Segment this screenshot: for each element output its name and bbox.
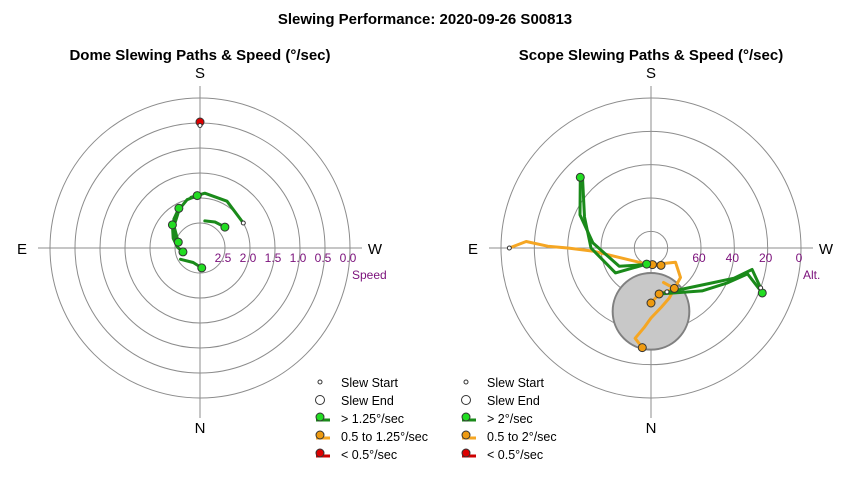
radial-tick-label: 2.5 (215, 251, 232, 265)
legend-label-end: Slew End (487, 394, 540, 408)
scope-axes (489, 86, 813, 418)
dome-ticks: 0.0 0.5 1.0 1.5 2.0 2.5 (215, 251, 357, 265)
slew-end-marker (178, 247, 188, 257)
dome-compass-top: S (195, 65, 205, 82)
dome-compass-right: W (368, 241, 383, 258)
scope-panel: Scope Slewing Paths & Speed (°/sec) S N … (461, 47, 834, 462)
slew-path-fast (657, 268, 763, 296)
dome-paths (170, 120, 245, 270)
radial-tick-label: 20 (759, 251, 773, 265)
scope-ticks: 0 20 40 60 (692, 251, 802, 265)
scope-compass-left: E (468, 241, 478, 258)
slew-end-marker (656, 260, 666, 270)
legend-start-marker (317, 379, 323, 385)
dome-panel: Dome Slewing Paths & Speed (°/sec) S N E… (17, 47, 428, 462)
slew-path-medium (507, 240, 663, 267)
legend-label-medium: 0.5 to 2°/sec (487, 430, 557, 444)
slew-start-marker (240, 220, 246, 226)
scope-markers (506, 172, 767, 353)
scope-legend: Slew Start Slew End > 2°/sec 0.5 to 2°/sec <… (461, 376, 557, 462)
slew-path-fast (172, 194, 199, 244)
dome-axes (38, 86, 362, 418)
slew-start-marker (197, 123, 203, 128)
radial-tick-label: 1.5 (265, 251, 282, 265)
radial-tick-label: 0.0 (340, 251, 357, 265)
dome-chart-title: Dome Slewing Paths & Speed (°/sec) (69, 47, 330, 64)
slew-start-marker (506, 245, 512, 251)
slew-end-marker (197, 263, 207, 273)
legend-marker-slow (315, 448, 325, 458)
radial-tick-label: 1.0 (290, 251, 307, 265)
radial-tick-label: 0 (796, 251, 803, 265)
scope-compass-right: W (819, 241, 834, 258)
slew-end-marker (174, 203, 184, 213)
figure-title: Slewing Performance: 2020-09-26 S00813 (278, 11, 572, 28)
radial-tick-label: 60 (692, 251, 706, 265)
legend-label-fast: > 2°/sec (487, 412, 533, 426)
scope-compass-bottom: N (646, 420, 657, 437)
dome-compass-bottom: N (195, 420, 206, 437)
slew-path-fast (581, 178, 649, 275)
slew-end-marker (757, 288, 767, 298)
dome-markers (167, 117, 246, 273)
slew-start-marker (664, 289, 670, 295)
slew-end-marker (167, 220, 177, 230)
slew-end-marker (637, 343, 647, 353)
legend-label-slow: < 0.5°/sec (487, 448, 543, 462)
slew-start-marker (758, 285, 764, 291)
legend-label-fast: > 1.25°/sec (341, 412, 404, 426)
slew-end-marker (642, 259, 652, 269)
legend-end-marker (315, 395, 325, 405)
legend-marker-slow (461, 448, 471, 458)
legend-label-medium: 0.5 to 1.25°/sec (341, 430, 428, 444)
dome-compass-left: E (17, 241, 27, 258)
scope-chart-title: Scope Slewing Paths & Speed (°/sec) (519, 47, 783, 64)
scope-radial-axis-label: Alt. (803, 268, 820, 282)
slew-end-marker (220, 222, 230, 232)
legend-label-start: Slew Start (341, 376, 398, 390)
legend-end-marker (461, 395, 471, 405)
slew-end-marker (646, 298, 656, 308)
legend-label-start: Slew Start (487, 376, 544, 390)
slew-end-marker (192, 191, 202, 201)
legend-marker-fast (315, 412, 325, 422)
slew-end-marker (669, 283, 679, 293)
legend-start-marker (463, 379, 469, 385)
radial-tick-label: 2.0 (240, 251, 257, 265)
legend-marker-medium (315, 430, 325, 440)
slew-path-fast (657, 272, 764, 296)
slew-path-medium (633, 260, 682, 350)
dome-legend: Slew Start Slew End > 1.25°/sec 0.5 to 1.25… (315, 376, 428, 462)
scope-paths (507, 175, 764, 350)
dome-radial-axis-label: Speed (352, 268, 387, 282)
slew-end-marker (654, 289, 664, 299)
scope-compass-top: S (646, 65, 656, 82)
legend-marker-medium (461, 430, 471, 440)
slew-end-marker (173, 237, 183, 247)
slew-end-marker (575, 172, 585, 182)
radial-tick-label: 40 (726, 251, 740, 265)
radial-tick-label: 0.5 (315, 251, 332, 265)
legend-marker-fast (461, 412, 471, 422)
legend-label-end: Slew End (341, 394, 394, 408)
legend-label-slow: < 0.5°/sec (341, 448, 397, 462)
slew-path-fast (578, 175, 650, 268)
